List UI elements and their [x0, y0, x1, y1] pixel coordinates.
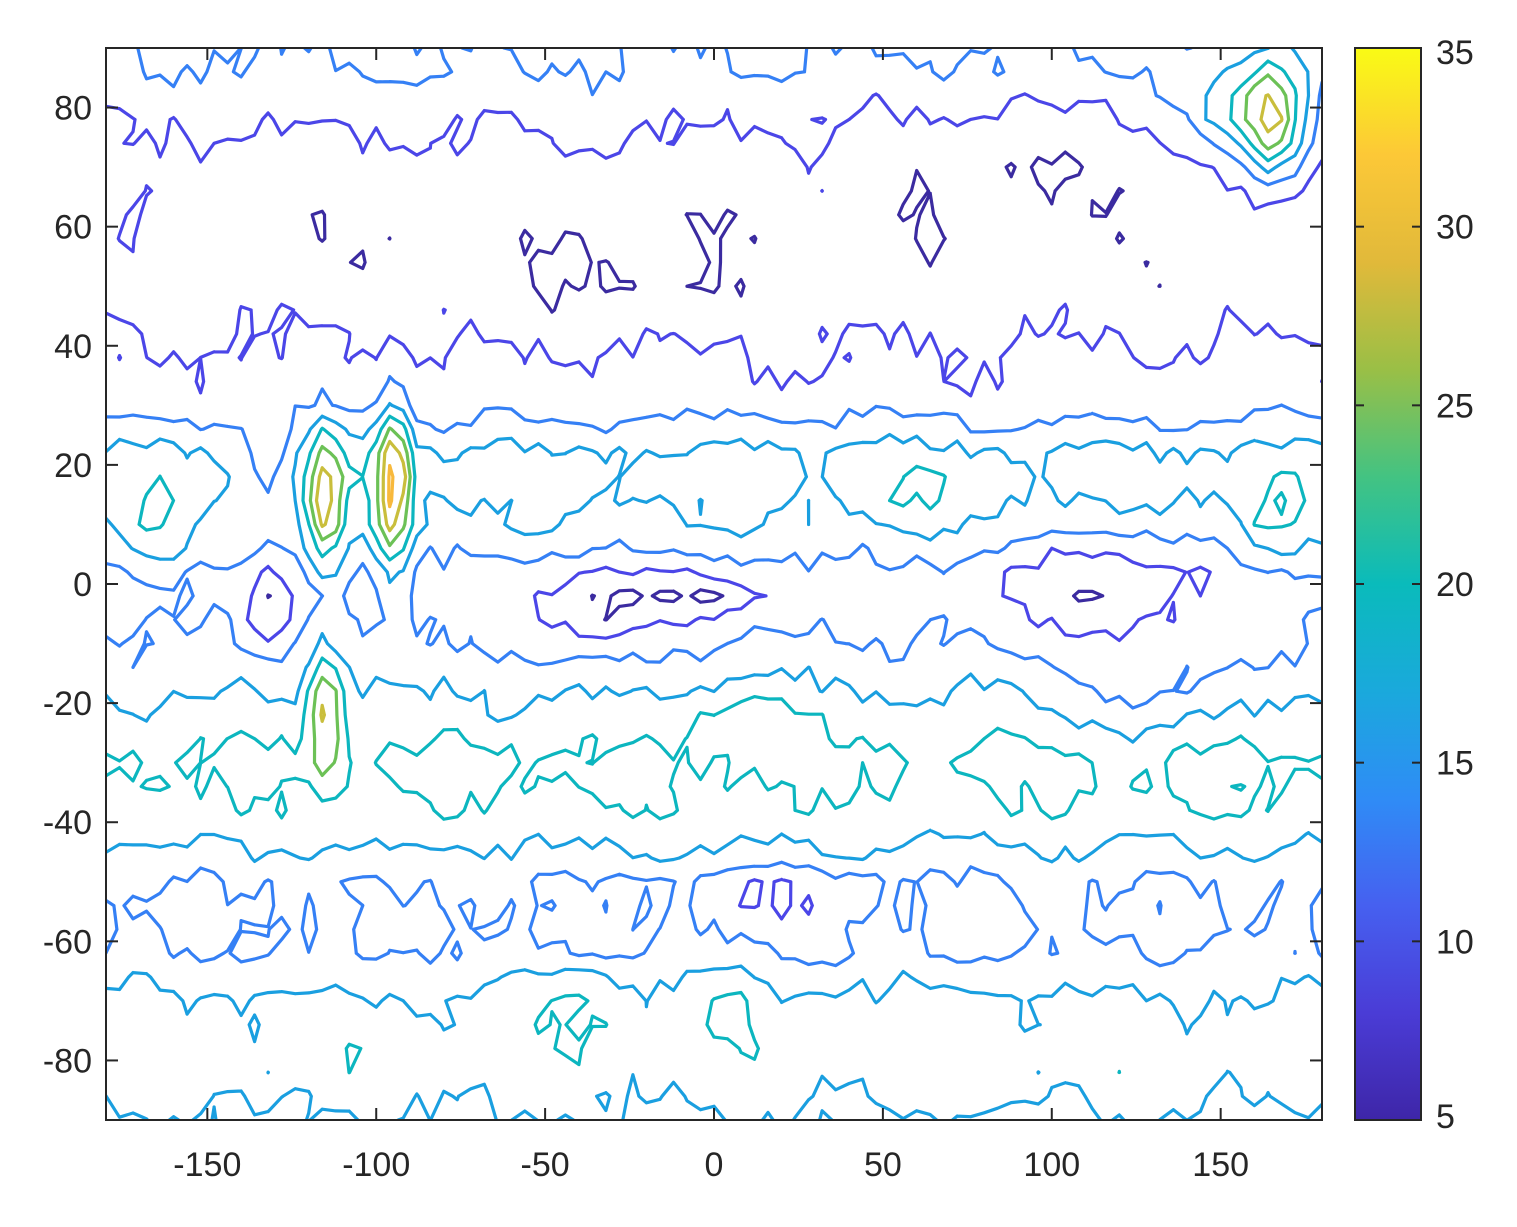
contour-level-25	[308, 73, 1291, 777]
y-tick-label: -80	[43, 1042, 92, 1080]
colorbar-tick-label: 25	[1436, 387, 1474, 425]
x-tick-label: 150	[1192, 1146, 1249, 1184]
y-tick-label: 80	[54, 90, 92, 128]
y-tick-label: 60	[54, 209, 92, 247]
colorbar-gradient	[1354, 47, 1422, 1121]
y-tick-label: -40	[43, 804, 92, 842]
contour-level-13-75	[106, 48, 1322, 968]
contour-level-10	[106, 92, 1322, 921]
contour-level-6-25	[266, 150, 1162, 622]
y-axis: 80 60 40 20 0 -20 -40 -60 -80	[43, 90, 1322, 1080]
y-tick-label: 40	[54, 328, 92, 366]
x-tick-label: -150	[173, 1146, 241, 1184]
y-tick-label: 0	[73, 566, 92, 604]
colorbar-tick-label: 30	[1436, 209, 1474, 247]
x-tick-label: -50	[521, 1146, 570, 1184]
contour-level-17-5	[106, 48, 1322, 1120]
x-tick-label: 0	[705, 1146, 724, 1184]
x-tick-label: 100	[1023, 1146, 1080, 1184]
contour-level-32-5	[387, 464, 395, 509]
colorbar: 35 30 25 20 15 10 5	[1354, 34, 1474, 1136]
colorbar-ticks: 35 30 25 20 15 10 5	[1355, 34, 1474, 1136]
colorbar-tick-label: 20	[1436, 566, 1474, 604]
contour-lines	[106, 48, 1322, 1120]
colorbar-tick-label: 15	[1436, 745, 1474, 783]
contour-level-28-75	[314, 93, 1284, 723]
colorbar-tick-label: 10	[1436, 923, 1474, 961]
y-tick-label: -20	[43, 685, 92, 723]
colorbar-tick-label: 35	[1436, 34, 1474, 72]
x-axis: -150 -100 -50 0 50 100 150	[173, 48, 1249, 1184]
y-tick-label: -60	[43, 923, 92, 961]
y-tick-label: 20	[54, 447, 92, 485]
x-tick-label: -100	[342, 1146, 410, 1184]
contour-level-21-25	[106, 59, 1322, 1075]
x-tick-label: 50	[864, 1146, 902, 1184]
colorbar-tick-label: 5	[1436, 1098, 1455, 1136]
